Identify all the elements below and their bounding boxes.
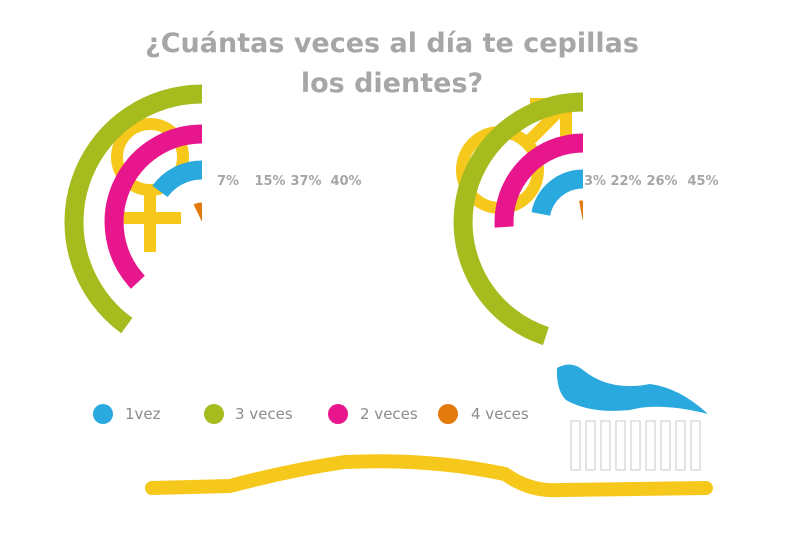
chart-title-line2: los dientes? [301, 68, 483, 99]
bristle [600, 420, 611, 471]
female-label-3-veces: 40% [330, 174, 361, 189]
female-arc-1vez [152, 160, 203, 198]
toothbrush-icon [145, 364, 713, 498]
legend-label-4-veces: 4 veces [471, 405, 529, 423]
bristle [660, 420, 671, 471]
chart-title-line1: ¿Cuántas veces al día te cepillas [145, 28, 639, 59]
bristle [585, 420, 596, 471]
legend-swatch-2-veces [328, 404, 348, 424]
male-radial-chart: 3% 22% 26% 45% [453, 92, 719, 346]
toothbrush-handle [145, 454, 713, 498]
female-label-2-veces: 37% [290, 174, 321, 189]
female-arc-4-veces [193, 202, 203, 222]
female-arc-3-veces [64, 84, 203, 334]
legend: 1vez 3 veces 2 veces 4 veces [93, 404, 529, 424]
toothbrush-bristles [570, 420, 701, 471]
legend-swatch-4-veces [438, 404, 458, 424]
bristle [630, 420, 641, 471]
female-arc-2-veces [104, 124, 203, 289]
male-label-4-veces: 3% [584, 174, 606, 189]
female-label-1vez: 15% [254, 174, 285, 189]
male-label-1vez: 22% [610, 174, 641, 189]
bristle [645, 420, 656, 471]
legend-swatch-3-veces [204, 404, 224, 424]
male-arc-3-veces [453, 92, 584, 346]
female-symbol-icon [111, 118, 189, 252]
male-arc-2-veces [494, 133, 584, 228]
bristle [570, 420, 581, 471]
toothpaste [556, 364, 708, 414]
legend-swatch-1vez [93, 404, 113, 424]
bristle [615, 420, 626, 471]
bristle [690, 420, 701, 471]
male-arc-1vez [531, 169, 584, 217]
bristle [675, 420, 686, 471]
legend-label-2-veces: 2 veces [360, 405, 418, 423]
female-radial-chart: 7% 15% 37% 40% [64, 84, 362, 334]
female-label-4-veces: 7% [217, 174, 239, 189]
legend-label-3-veces: 3 veces [235, 405, 293, 423]
male-label-3-veces: 45% [687, 174, 718, 189]
male-label-2-veces: 26% [646, 174, 677, 189]
legend-label-1vez: 1vez [125, 405, 161, 423]
